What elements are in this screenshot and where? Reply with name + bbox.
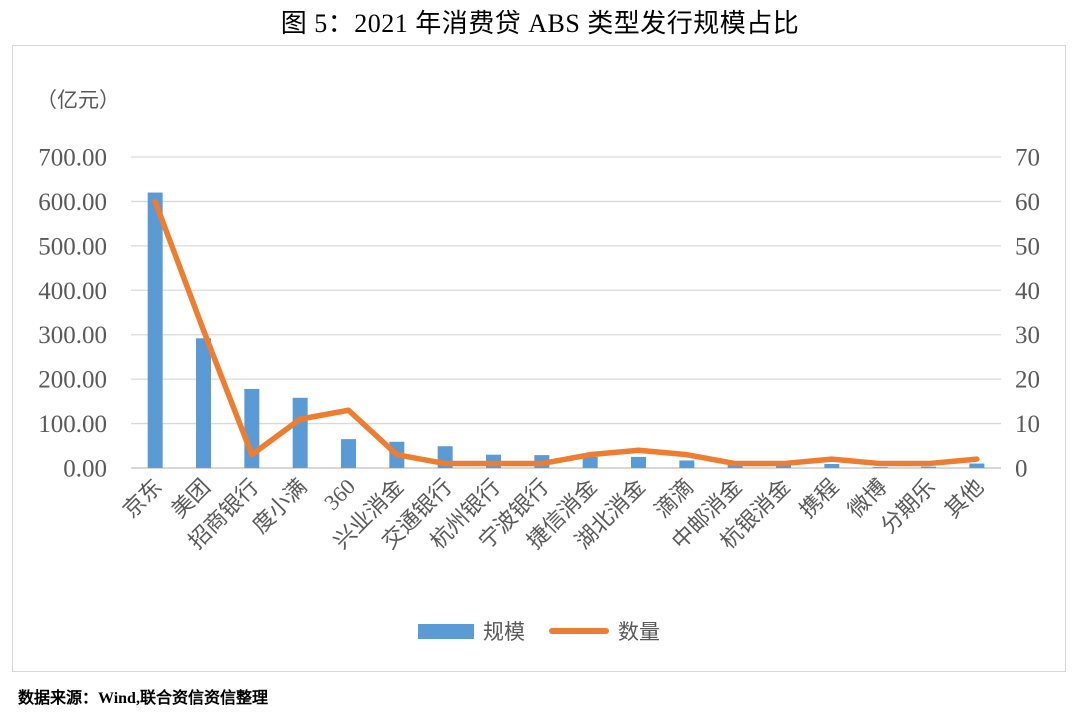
bar-分期乐 <box>921 466 936 468</box>
legend-label-scale: 规模 <box>483 620 525 644</box>
combo-chart-svg: 0.00 0 100.00 10 200.00 20 300.00 30 400.00 40 500… <box>38 145 1040 554</box>
left-axis-tick-label: 0.00 <box>63 456 107 483</box>
legend-item-count: 数量 <box>549 616 660 646</box>
bar-度小满 <box>292 397 308 468</box>
bar-360 <box>341 439 356 468</box>
right-axis-tick-label: 10 <box>1015 411 1040 438</box>
category-label-360: 360 <box>319 474 360 515</box>
left-axis-unit-label: （亿元） <box>36 88 120 112</box>
category-label-分期乐: 分期乐 <box>876 474 940 538</box>
legend-bar-swatch <box>418 623 474 639</box>
bar-滴滴 <box>679 460 695 468</box>
bar-湖北消金 <box>631 456 646 468</box>
right-axis-tick-label: 0 <box>1015 456 1028 483</box>
category-label-度小满: 度小满 <box>247 474 311 538</box>
right-axis-tick-label: 20 <box>1015 367 1040 394</box>
right-axis-tick-label: 70 <box>1015 145 1040 172</box>
left-axis-tick-label: 600.00 <box>38 189 107 216</box>
category-label-携程: 携程 <box>795 474 844 523</box>
count-line <box>152 198 980 467</box>
right-axis-tick-label: 40 <box>1015 278 1040 305</box>
bar-微博 <box>872 467 888 468</box>
left-axis-tick-label: 100.00 <box>38 411 107 438</box>
legend-line-swatch <box>549 628 609 634</box>
bar-携程 <box>824 464 840 468</box>
legend: 规模 数量 <box>13 616 1065 646</box>
left-axis-tick-label: 300.00 <box>38 322 107 349</box>
right-axis-tick-label: 30 <box>1015 322 1040 349</box>
legend-item-scale: 规模 <box>418 616 525 646</box>
bar-京东 <box>147 192 163 469</box>
data-source-note: 数据来源：Wind,联合资信资信整理 <box>18 690 268 707</box>
bar-捷信消金 <box>582 456 598 468</box>
left-axis-tick-label: 500.00 <box>38 233 107 260</box>
bar-其他 <box>969 463 985 468</box>
category-label-京东: 京东 <box>118 474 167 523</box>
left-axis-tick-label: 700.00 <box>38 145 107 172</box>
legend-label-count: 数量 <box>618 620 660 644</box>
right-axis-tick-label: 50 <box>1015 233 1040 260</box>
left-axis-tick-label: 400.00 <box>38 278 107 305</box>
chart-title: 图 5：2021 年消费贷 ABS 类型发行规模占比 <box>280 9 800 38</box>
left-axis-tick-label: 200.00 <box>38 367 107 394</box>
bar-美团 <box>196 338 211 468</box>
chart-container: 0.00 0 100.00 10 200.00 20 300.00 30 400.00 40 500… <box>12 45 1066 672</box>
category-label-其他: 其他 <box>940 474 989 523</box>
right-axis-tick-label: 60 <box>1015 189 1040 216</box>
